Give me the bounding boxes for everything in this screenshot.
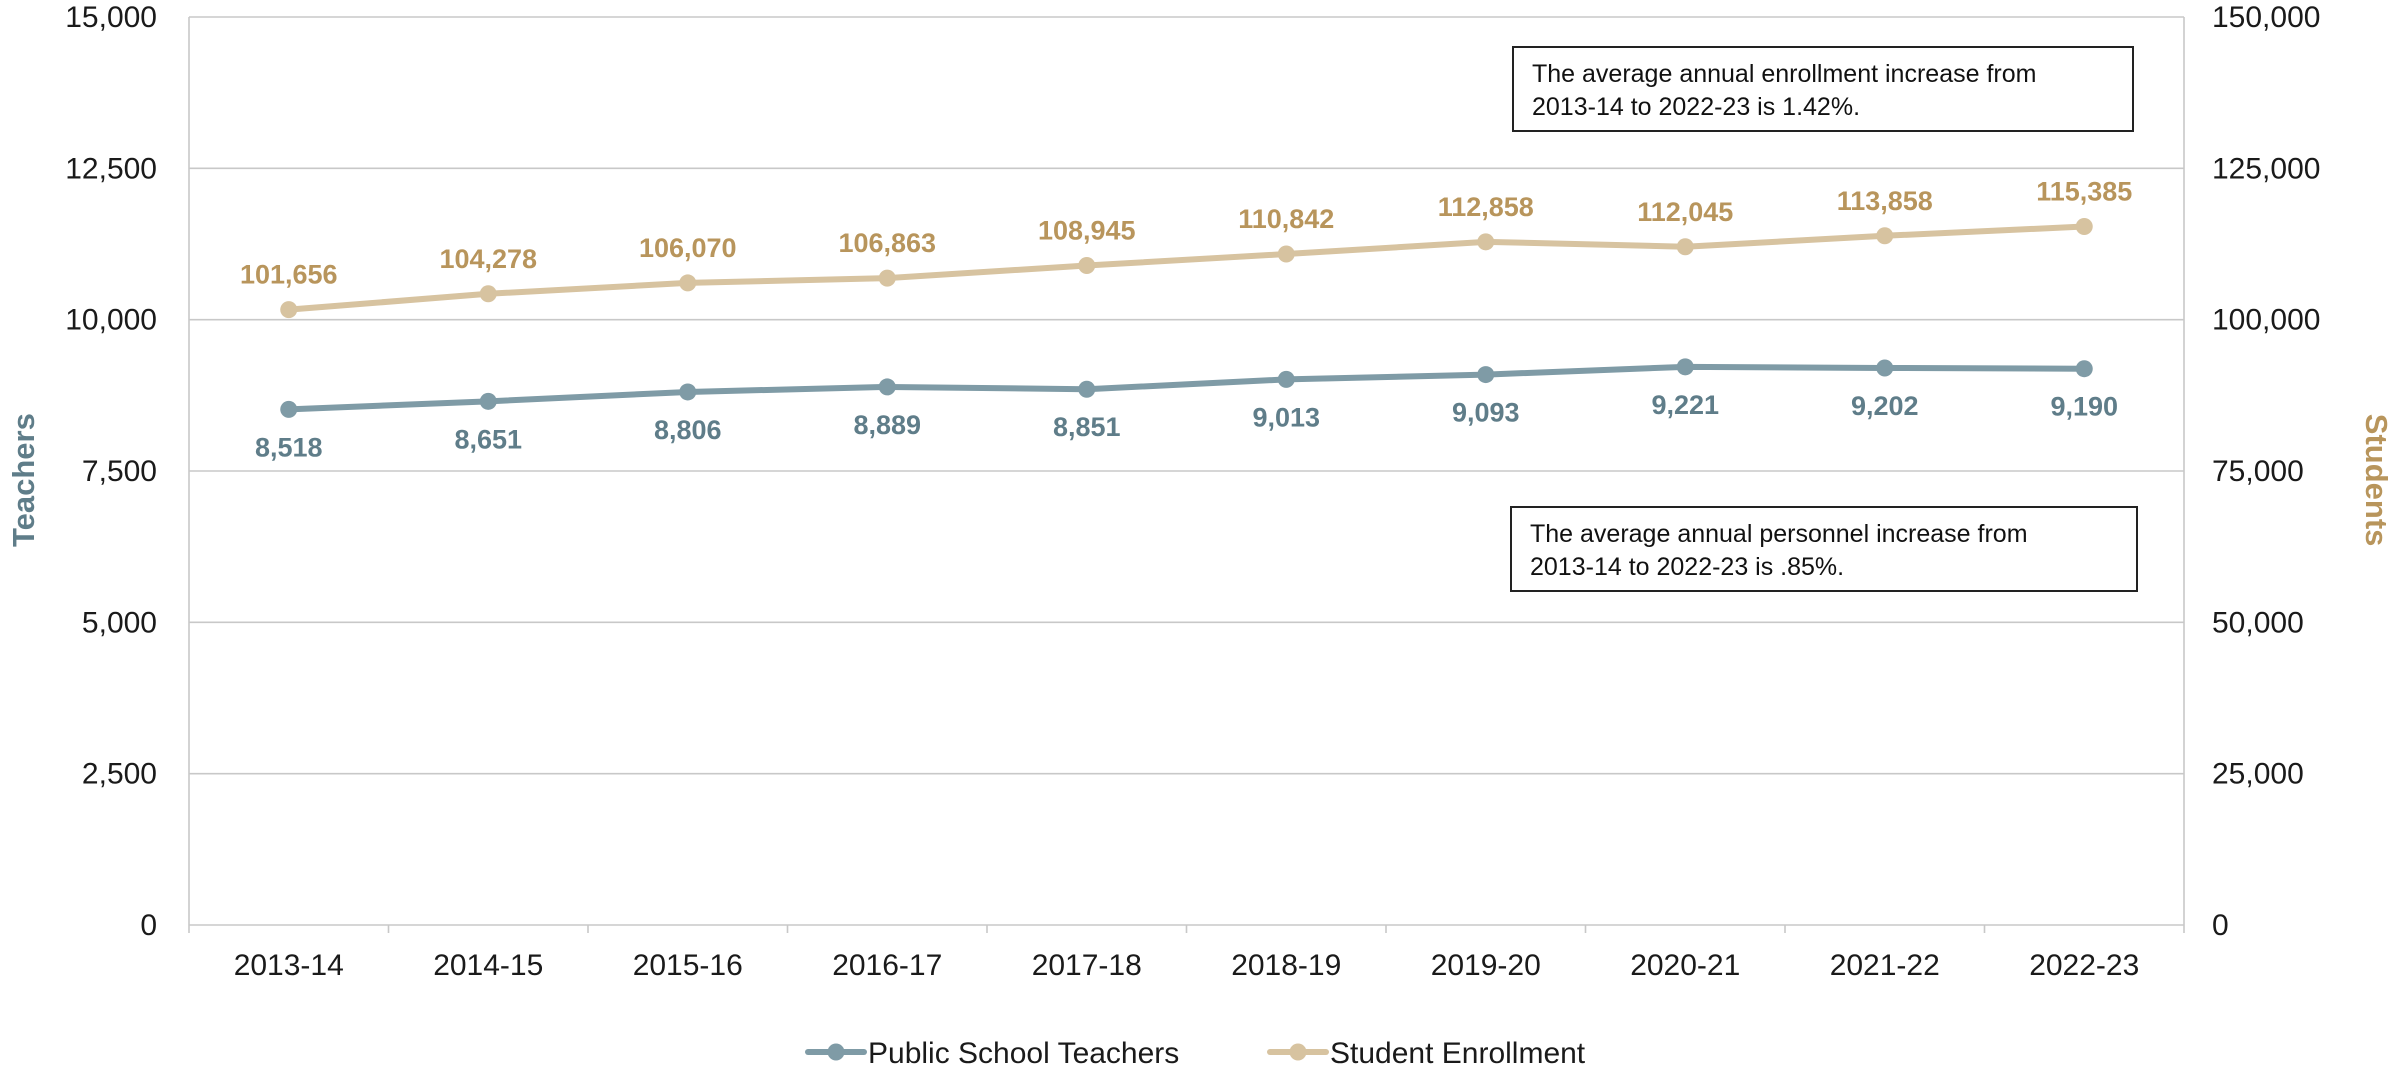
y-left-tick-label: 2,500 bbox=[82, 758, 157, 791]
gridlines bbox=[189, 16, 2184, 775]
y-right-tick-label: 100,000 bbox=[2212, 304, 2320, 337]
series-1-point bbox=[1477, 233, 1495, 251]
y-right-tick-label: 0 bbox=[2212, 909, 2229, 942]
series-0-point bbox=[878, 378, 896, 396]
series-1-point bbox=[1676, 238, 1694, 256]
y-left-tick-label: 15,000 bbox=[65, 1, 157, 34]
legend-swatch-marker bbox=[1289, 1043, 1307, 1061]
x-tick-label: 2018-19 bbox=[1231, 949, 1341, 982]
series-0-point bbox=[1078, 380, 1096, 398]
series-1-data-label: 115,385 bbox=[2036, 177, 2132, 207]
series-line-1 bbox=[285, 223, 2088, 313]
y-left-axis-title: Teachers bbox=[6, 413, 41, 547]
y-right-tick-label: 75,000 bbox=[2212, 455, 2304, 488]
series-1-data-label: 106,863 bbox=[838, 228, 936, 258]
y-right-tick-label: 125,000 bbox=[2212, 152, 2320, 185]
legend-swatch-marker bbox=[827, 1043, 845, 1061]
series-1-data-label: 108,945 bbox=[1038, 216, 1136, 246]
series-1-point bbox=[679, 274, 697, 292]
series-0-point bbox=[479, 392, 497, 410]
series-1-point bbox=[280, 301, 298, 319]
series-0-data-label: 8,518 bbox=[255, 432, 323, 462]
series-0-data-label: 9,190 bbox=[2050, 392, 2118, 422]
series-0-data-label: 8,851 bbox=[1053, 412, 1121, 442]
series-0-point bbox=[1676, 358, 1694, 376]
annotation-text: The average annual personnel increase fr… bbox=[1530, 520, 2028, 548]
series-0-data-label: 8,889 bbox=[853, 410, 921, 440]
series-1-data-label: 112,858 bbox=[1438, 192, 1534, 222]
y-left-tick-label: 5,000 bbox=[82, 606, 157, 639]
series-1-data-label: 113,858 bbox=[1837, 186, 1933, 216]
series-1-point bbox=[1277, 245, 1295, 263]
x-tick-label: 2019-20 bbox=[1431, 949, 1541, 982]
x-tick-label: 2016-17 bbox=[832, 949, 942, 982]
series-0-point bbox=[280, 400, 298, 418]
x-tick-label: 2022-23 bbox=[2029, 949, 2139, 982]
legend: Public School Teachers Student Enrollment bbox=[805, 1037, 1586, 1069]
annotation-box bbox=[1512, 46, 2134, 132]
series-1-data-label: 101,656 bbox=[240, 260, 338, 290]
series-0-data-label: 9,202 bbox=[1851, 391, 1919, 421]
series-line-0 bbox=[285, 363, 2088, 413]
data-labels: 8,518 8,651 8,806 8,889 8,851 9,013 9,093 9,221… bbox=[240, 177, 2132, 463]
series-0-point bbox=[1477, 366, 1495, 384]
y-right-tick-label: 50,000 bbox=[2212, 606, 2304, 639]
series-1-point bbox=[1078, 257, 1096, 275]
y-left-tick-label: 7,500 bbox=[82, 455, 157, 488]
series bbox=[280, 218, 2093, 418]
y-right-tick-label: 150,000 bbox=[2212, 1, 2320, 34]
series-0-data-label: 8,651 bbox=[454, 424, 522, 454]
y-right-tick-label: 25,000 bbox=[2212, 758, 2304, 791]
series-1-point bbox=[1876, 227, 1894, 245]
series-0-data-label: 9,221 bbox=[1651, 390, 1719, 420]
axes: 0 0 2,500 25,000 5,000 50,000 7,500 75,000 10,00… bbox=[6, 1, 2394, 982]
annotation-text: The average annual enrollment increase f… bbox=[1532, 60, 2036, 88]
series-0-point bbox=[2075, 360, 2093, 378]
y-left-tick-label: 12,500 bbox=[65, 152, 157, 185]
series-1-data-label: 110,842 bbox=[1238, 204, 1334, 234]
annotations: The average annual enrollment increase f… bbox=[1510, 46, 2138, 592]
series-0-data-label: 8,806 bbox=[654, 415, 722, 445]
legend-label: Student Enrollment bbox=[1330, 1037, 1586, 1069]
y-left-tick-label: 0 bbox=[140, 909, 157, 942]
series-1-data-label: 106,070 bbox=[639, 233, 737, 263]
annotation-text: 2013-14 to 2022-23 is 1.42%. bbox=[1532, 93, 1860, 121]
x-tick-label: 2014-15 bbox=[433, 949, 543, 982]
series-1-point bbox=[479, 285, 497, 303]
y-right-axis-title: Students bbox=[2359, 414, 2394, 547]
series-0-data-label: 9,093 bbox=[1452, 398, 1520, 428]
series-0-point bbox=[679, 383, 697, 401]
x-tick-label: 2015-16 bbox=[633, 949, 743, 982]
annotation-box bbox=[1510, 506, 2138, 592]
annotation-text: 2013-14 to 2022-23 is .85%. bbox=[1530, 553, 1844, 581]
x-tick-label: 2021-22 bbox=[1830, 949, 1940, 982]
series-1-data-label: 104,278 bbox=[439, 244, 537, 274]
series-0-point bbox=[1277, 370, 1295, 388]
series-1-point bbox=[878, 269, 896, 287]
legend-label: Public School Teachers bbox=[868, 1037, 1179, 1069]
series-0-point bbox=[1876, 359, 1894, 377]
series-0-data-label: 9,013 bbox=[1252, 402, 1320, 432]
series-1-point bbox=[2075, 218, 2093, 236]
x-tick-label: 2020-21 bbox=[1630, 949, 1740, 982]
y-left-tick-label: 10,000 bbox=[65, 304, 157, 337]
x-tick-label: 2013-14 bbox=[234, 949, 344, 982]
series-1-data-label: 112,045 bbox=[1637, 197, 1733, 227]
x-tick-label: 2017-18 bbox=[1032, 949, 1142, 982]
